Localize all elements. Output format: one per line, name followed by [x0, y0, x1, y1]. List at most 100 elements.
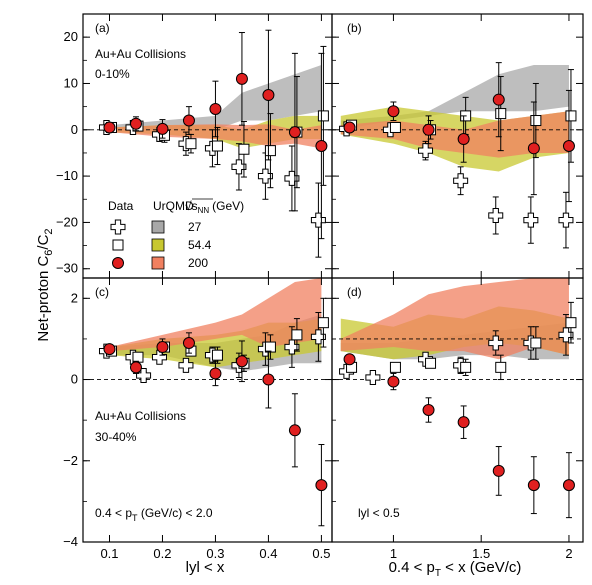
circle-marker [103, 121, 116, 134]
cross-marker [178, 357, 194, 373]
y-tick-label: −4 [63, 534, 78, 549]
square-marker [132, 351, 144, 363]
circle-marker [235, 355, 248, 368]
circle-marker [387, 105, 400, 118]
circle-marker [129, 117, 142, 130]
x-axis-title-left: lyl < x [186, 559, 225, 576]
circle-marker [209, 367, 222, 380]
circle-marker [457, 416, 470, 429]
y-tick-label: 20 [64, 29, 78, 44]
square-marker [211, 140, 223, 152]
legend-circle-marker [112, 257, 124, 269]
circle-marker [288, 126, 301, 139]
cross-marker [558, 327, 574, 343]
circle-marker [129, 361, 142, 374]
panel-letter: (a) [95, 21, 110, 35]
cross-marker [257, 168, 273, 184]
legend-band-swatch [151, 256, 165, 270]
circle-marker [457, 133, 470, 146]
x-tick-label: 1 [390, 546, 397, 561]
square-marker [264, 341, 276, 353]
x-tick-label: 0.5 [312, 546, 330, 561]
circle-marker [235, 72, 248, 85]
legend-band-swatch [151, 220, 165, 234]
panel-frame [331, 277, 584, 543]
circle-marker [562, 140, 575, 152]
legend-energy-label: 200 [188, 256, 208, 270]
cross-marker [310, 212, 326, 228]
square-marker [530, 115, 542, 127]
circle-marker [156, 122, 169, 135]
circle-marker [315, 140, 328, 152]
x-axis-title-right: 0.4 < pT < x (GeV/c) [389, 559, 522, 579]
panel-a-centrality: 0-10% [95, 67, 130, 81]
y-tick-label: −2 [63, 453, 78, 468]
circle-marker [343, 121, 356, 134]
y-tick-label: 0 [71, 122, 78, 137]
circle-marker [527, 479, 540, 492]
cross-marker [453, 173, 469, 189]
cross-marker [310, 329, 326, 345]
cross-marker [231, 159, 247, 175]
circle-marker [182, 114, 195, 127]
legend-data-header: Data [108, 199, 134, 213]
x-tick-label: 1.5 [472, 546, 490, 561]
circle-marker [262, 89, 275, 102]
x-tick-label: 0.3 [206, 546, 224, 561]
square-marker [495, 108, 507, 120]
square-marker [565, 110, 577, 122]
panel-d: 1 1.5 2 (d) [331, 277, 584, 561]
square-marker [425, 357, 437, 369]
panel-c-centrality: 30-40% [95, 430, 137, 444]
legend-row: 27 [110, 219, 202, 235]
circle-marker [387, 375, 400, 388]
square-marker [238, 143, 250, 155]
circle-marker [492, 93, 505, 106]
square-marker [565, 317, 577, 329]
panel-c-system: Au+Au Collisions [95, 409, 186, 423]
cross-marker [418, 143, 434, 159]
circle-marker [315, 479, 328, 492]
panel-letter: (d) [347, 285, 362, 299]
cross-marker [558, 212, 574, 228]
circle-marker [209, 102, 222, 115]
x-tick-label: 2 [565, 546, 572, 561]
panel-d-cut: lyl < 0.5 [358, 506, 400, 520]
x-tick-label: 0.2 [153, 546, 171, 561]
panel-a-system: Au+Au Collisions [95, 47, 186, 61]
legend-energy-label: 54.4 [188, 238, 212, 252]
y-tick-label: 2 [71, 290, 78, 305]
legend-row: 200 [112, 256, 208, 270]
panel-c: 2 0 −2 −4 0.1 0.2 0.3 0.4 0.5 (c) [63, 277, 333, 561]
circle-marker [343, 353, 356, 366]
band-27 [340, 64, 569, 130]
cross-marker [523, 212, 539, 228]
y-tick-label: 10 [64, 75, 78, 90]
cross-marker [284, 339, 300, 355]
y-tick-label: −30 [56, 261, 78, 276]
legend-square-marker [112, 239, 124, 251]
circle-marker [288, 424, 301, 437]
legend-band-swatch [151, 238, 165, 252]
circle-marker [182, 336, 195, 349]
panel-a: 20 10 0 −10 −20 −30 (a) [56, 13, 333, 279]
cross-marker [365, 370, 381, 386]
y-tick-label: −10 [56, 168, 78, 183]
square-marker [317, 110, 329, 122]
x-tick-label: 0.1 [100, 546, 118, 561]
cross-marker [488, 207, 504, 223]
square-marker [264, 145, 276, 157]
circle-marker [562, 479, 575, 492]
circle-marker [527, 142, 540, 155]
legend: Data UrQMD √sNN (GeV) 27 54.4 200 [108, 198, 244, 270]
panel-letter: (c) [95, 285, 109, 299]
y-axis-title: Net-proton C6/C2 [35, 228, 55, 341]
circle-marker [422, 404, 435, 416]
square-marker [291, 329, 303, 341]
y-tick-label: 0 [71, 372, 78, 387]
circle-marker [156, 341, 169, 354]
legend-energy-header: √sNN (GeV) [185, 199, 244, 215]
circle-marker [492, 464, 505, 477]
legend-model-header: UrQMD [153, 199, 194, 213]
